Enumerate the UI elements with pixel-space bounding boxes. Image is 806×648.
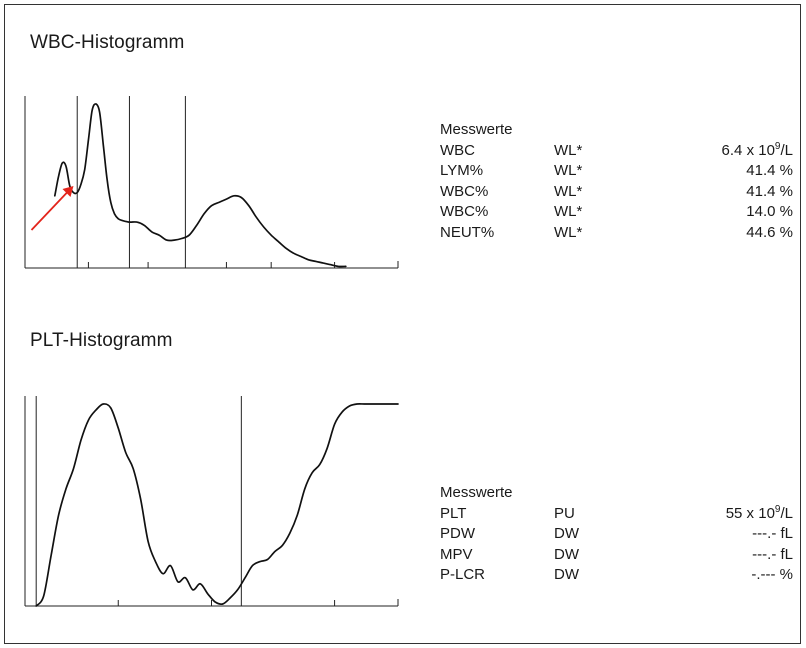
wbc-param-value: 41.4 % [746, 161, 793, 182]
plt-param-mode: DW [554, 545, 579, 563]
plt-param-mode: PU [554, 504, 575, 522]
wbc-param-name: WBC% [440, 182, 489, 200]
wbc-annotation-arrowhead [62, 186, 74, 197]
plt-value-text: 55 x 10 [725, 504, 775, 522]
plt-param-name: PLT [440, 504, 467, 522]
plt-value-text: -.--- % [751, 566, 793, 583]
plt-measurements-label: Messwerte [440, 484, 513, 501]
wbc-value-text: 6.4 x 10 [721, 141, 775, 159]
wbc-value-text: 44.6 % [746, 223, 793, 241]
wbc-param-name: NEUT% [440, 223, 495, 241]
plt-value-text: ---.- fL [752, 545, 793, 563]
plt-histogram-chart [24, 396, 399, 607]
wbc-measurements-label: Messwerte [440, 121, 513, 138]
wbc-row: LYM% WL* 41.4 % [440, 161, 793, 182]
wbc-param-mode: WL* [554, 203, 583, 220]
wbc-value-unit: /L [780, 141, 793, 159]
wbc-row: WBC% WL* 14.0 % [440, 202, 793, 223]
plt-row: PDW DW ---.- fL [440, 524, 793, 545]
wbc-param-mode: WL* [554, 182, 583, 200]
wbc-param-value: 14.0 % [746, 202, 793, 223]
wbc-measurements: Messwerte WBC WL* 6.4 x 109/L LYM% WL* 41.4 %… [440, 120, 793, 243]
plt-param-value: 55 x 109/L [726, 504, 793, 525]
wbc-value-exponent: 9 [774, 140, 781, 152]
wbc-param-value: 41.4 % [746, 182, 793, 203]
plt-measurements-header: Messwerte [440, 483, 793, 504]
wbc-row: WBC% WL* 41.4 % [440, 182, 793, 203]
wbc-param-mode: WL* [554, 162, 583, 179]
wbc-param-value: 6.4 x 109/L [722, 141, 793, 162]
wbc-measurements-header: Messwerte [440, 120, 793, 141]
wbc-value-text: 41.4 % [746, 182, 793, 200]
wbc-param-mode: WL* [554, 141, 583, 159]
wbc-param-value: 44.6 % [746, 223, 793, 244]
plt-value-exponent: 9 [774, 503, 781, 515]
wbc-histogram-chart [24, 96, 399, 269]
plt-param-name: P-LCR [440, 566, 486, 583]
report-frame [4, 4, 801, 644]
wbc-param-name: WBC [440, 141, 475, 159]
wbc-histogram-title: WBC-Histogramm [30, 32, 185, 53]
plt-param-name: MPV [440, 545, 473, 563]
wbc-value-text: 14.0 % [746, 203, 793, 220]
plt-param-mode: DW [554, 525, 579, 542]
plt-param-name: PDW [440, 525, 475, 542]
wbc-histogram-curve [53, 103, 347, 268]
wbc-param-name: LYM% [440, 162, 484, 179]
plt-row: P-LCR DW -.--- % [440, 565, 793, 586]
plt-param-mode: DW [554, 566, 579, 583]
wbc-row: NEUT% WL* 44.6 % [440, 223, 793, 244]
wbc-annotation-arrow [30, 191, 69, 231]
plt-value-unit: /L [780, 504, 793, 522]
plt-param-value: ---.- fL [752, 524, 793, 545]
wbc-value-text: 41.4 % [746, 162, 793, 179]
plt-histogram-title: PLT-Histogramm [30, 330, 173, 351]
plt-param-value: ---.- fL [752, 545, 793, 566]
plt-row: MPV DW ---.- fL [440, 545, 793, 566]
plt-value-text: ---.- fL [752, 525, 793, 542]
plt-row: PLT PU 55 x 109/L [440, 504, 793, 525]
plt-param-value: -.--- % [751, 565, 793, 586]
wbc-row: WBC WL* 6.4 x 109/L [440, 141, 793, 162]
wbc-param-name: WBC% [440, 203, 489, 220]
plt-measurements: Messwerte PLT PU 55 x 109/L PDW DW ---.- fL MP… [440, 483, 793, 586]
plt-histogram-curve [35, 403, 399, 607]
wbc-param-mode: WL* [554, 223, 583, 241]
